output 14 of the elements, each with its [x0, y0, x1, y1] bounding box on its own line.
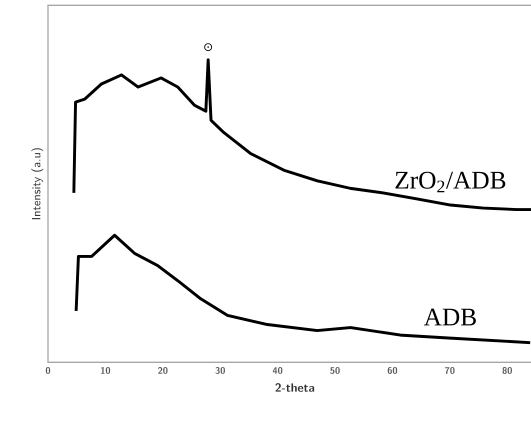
text: ⊙ — [204, 43, 212, 52]
x-tick-label: 70 — [445, 367, 455, 374]
x-tick-label: 0 — [46, 367, 50, 374]
x-tick-label: 20 — [158, 367, 168, 374]
x-axis-title: 2-theta — [275, 383, 314, 392]
x-tick-label: 60 — [388, 367, 398, 374]
series-label: ZrO$_{2}$/ADB — [395, 172, 506, 192]
x-tick-label: 50 — [330, 367, 340, 374]
y-axis-title: Intensity (a.u) — [31, 148, 44, 220]
x-tick-label: 80 — [502, 367, 512, 374]
series-label: ADB — [424, 308, 476, 326]
x-tick-label: 40 — [272, 367, 282, 374]
x-tick-label: 30 — [216, 367, 225, 374]
x-tick-label: 10 — [100, 367, 110, 374]
